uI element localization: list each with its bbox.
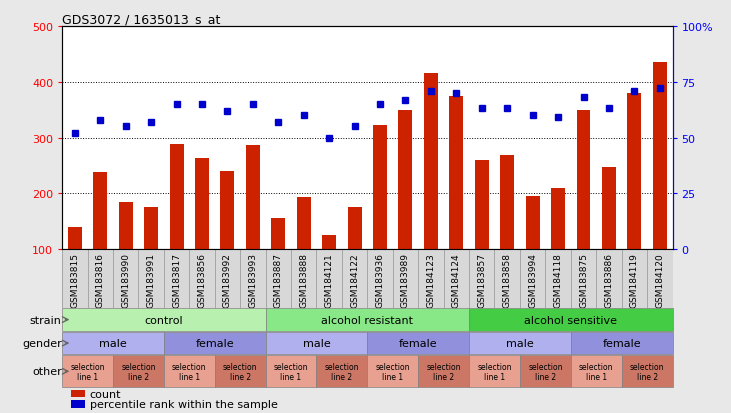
Text: selection
line 1: selection line 1	[70, 362, 105, 381]
Text: GSM183989: GSM183989	[401, 252, 410, 307]
Text: GSM183992: GSM183992	[223, 252, 232, 307]
Text: GSM183886: GSM183886	[605, 252, 613, 307]
Bar	[195, 159, 209, 305]
Bar	[246, 145, 260, 305]
Text: GSM183857: GSM183857	[477, 252, 486, 307]
Bar	[398, 110, 412, 305]
Text: GSM184124: GSM184124	[452, 252, 461, 307]
Bar	[418, 356, 469, 387]
Text: alcohol sensitive: alcohol sensitive	[524, 315, 617, 325]
Bar	[265, 356, 317, 387]
Text: selection
line 1: selection line 1	[172, 362, 207, 381]
Bar	[164, 332, 265, 354]
Text: GSM183815: GSM183815	[70, 252, 80, 307]
Text: selection
line 2: selection line 2	[121, 362, 156, 381]
Text: selection
line 2: selection line 2	[223, 362, 257, 381]
Bar	[113, 356, 164, 387]
Bar	[62, 356, 113, 387]
Bar	[469, 309, 673, 331]
Text: GSM183990: GSM183990	[121, 252, 130, 307]
Text: GSM183856: GSM183856	[197, 252, 207, 307]
Text: GSM183816: GSM183816	[96, 252, 105, 307]
Text: control: control	[145, 315, 183, 325]
Text: female: female	[399, 338, 438, 348]
Text: selection
line 1: selection line 1	[376, 362, 410, 381]
Bar	[62, 332, 164, 354]
Bar	[271, 219, 285, 305]
Text: GSM184121: GSM184121	[325, 252, 333, 307]
Bar	[602, 167, 616, 305]
Bar	[469, 332, 571, 354]
Text: selection
line 2: selection line 2	[325, 362, 359, 381]
Bar	[68, 227, 82, 305]
Text: GSM183875: GSM183875	[579, 252, 588, 307]
Text: selection
line 2: selection line 2	[528, 362, 563, 381]
Text: GSM184123: GSM184123	[426, 252, 436, 307]
Text: GSM183887: GSM183887	[274, 252, 283, 307]
Bar	[526, 197, 539, 305]
Bar	[170, 145, 183, 305]
Bar	[469, 356, 520, 387]
Text: gender: gender	[22, 338, 61, 348]
Bar	[474, 160, 489, 305]
Text: GSM183936: GSM183936	[376, 252, 385, 307]
Bar	[62, 309, 265, 331]
Text: selection
line 1: selection line 1	[579, 362, 613, 381]
Text: male: male	[99, 338, 127, 348]
Bar	[94, 173, 107, 305]
Text: GSM183991: GSM183991	[147, 252, 156, 307]
Bar	[424, 74, 438, 305]
Text: GSM183994: GSM183994	[528, 252, 537, 307]
Text: selection
line 1: selection line 1	[477, 362, 512, 381]
Bar	[627, 94, 641, 305]
Text: GDS3072 / 1635013_s_at: GDS3072 / 1635013_s_at	[62, 13, 221, 26]
Bar	[265, 309, 469, 331]
Bar	[348, 208, 362, 305]
Bar	[72, 401, 85, 408]
Bar	[215, 356, 265, 387]
Text: female: female	[602, 338, 641, 348]
Bar	[322, 235, 336, 305]
Text: GSM183993: GSM183993	[249, 252, 257, 307]
Bar	[118, 202, 133, 305]
Bar	[144, 208, 158, 305]
Bar	[367, 332, 469, 354]
Bar	[621, 356, 673, 387]
Bar	[221, 171, 235, 305]
Text: alcohol resistant: alcohol resistant	[322, 315, 413, 325]
Text: GSM183888: GSM183888	[299, 252, 308, 307]
Bar	[571, 356, 621, 387]
Bar	[297, 198, 311, 305]
Text: selection
line 2: selection line 2	[426, 362, 461, 381]
Bar	[373, 126, 387, 305]
Text: GSM184122: GSM184122	[350, 252, 359, 307]
Text: strain: strain	[30, 315, 61, 325]
Bar	[500, 156, 514, 305]
Bar	[72, 390, 85, 397]
Bar	[571, 332, 673, 354]
Text: GSM184118: GSM184118	[553, 252, 563, 307]
Text: percentile rank within the sample: percentile rank within the sample	[90, 399, 278, 409]
Bar	[577, 110, 591, 305]
Text: male: male	[506, 338, 534, 348]
Bar	[164, 356, 215, 387]
Text: GSM184120: GSM184120	[655, 252, 664, 307]
Bar	[551, 188, 565, 305]
Bar	[265, 332, 367, 354]
Bar	[520, 356, 571, 387]
Text: GSM184119: GSM184119	[630, 252, 639, 307]
Bar	[317, 356, 367, 387]
Text: GSM183817: GSM183817	[172, 252, 181, 307]
Text: count: count	[90, 389, 121, 399]
Text: female: female	[195, 338, 234, 348]
Bar	[450, 96, 463, 305]
Bar	[367, 356, 418, 387]
Text: selection
line 2: selection line 2	[630, 362, 664, 381]
Text: selection
line 1: selection line 1	[274, 362, 308, 381]
Bar	[653, 63, 667, 305]
Text: GSM183858: GSM183858	[503, 252, 512, 307]
Text: male: male	[303, 338, 330, 348]
Text: other: other	[32, 366, 61, 376]
